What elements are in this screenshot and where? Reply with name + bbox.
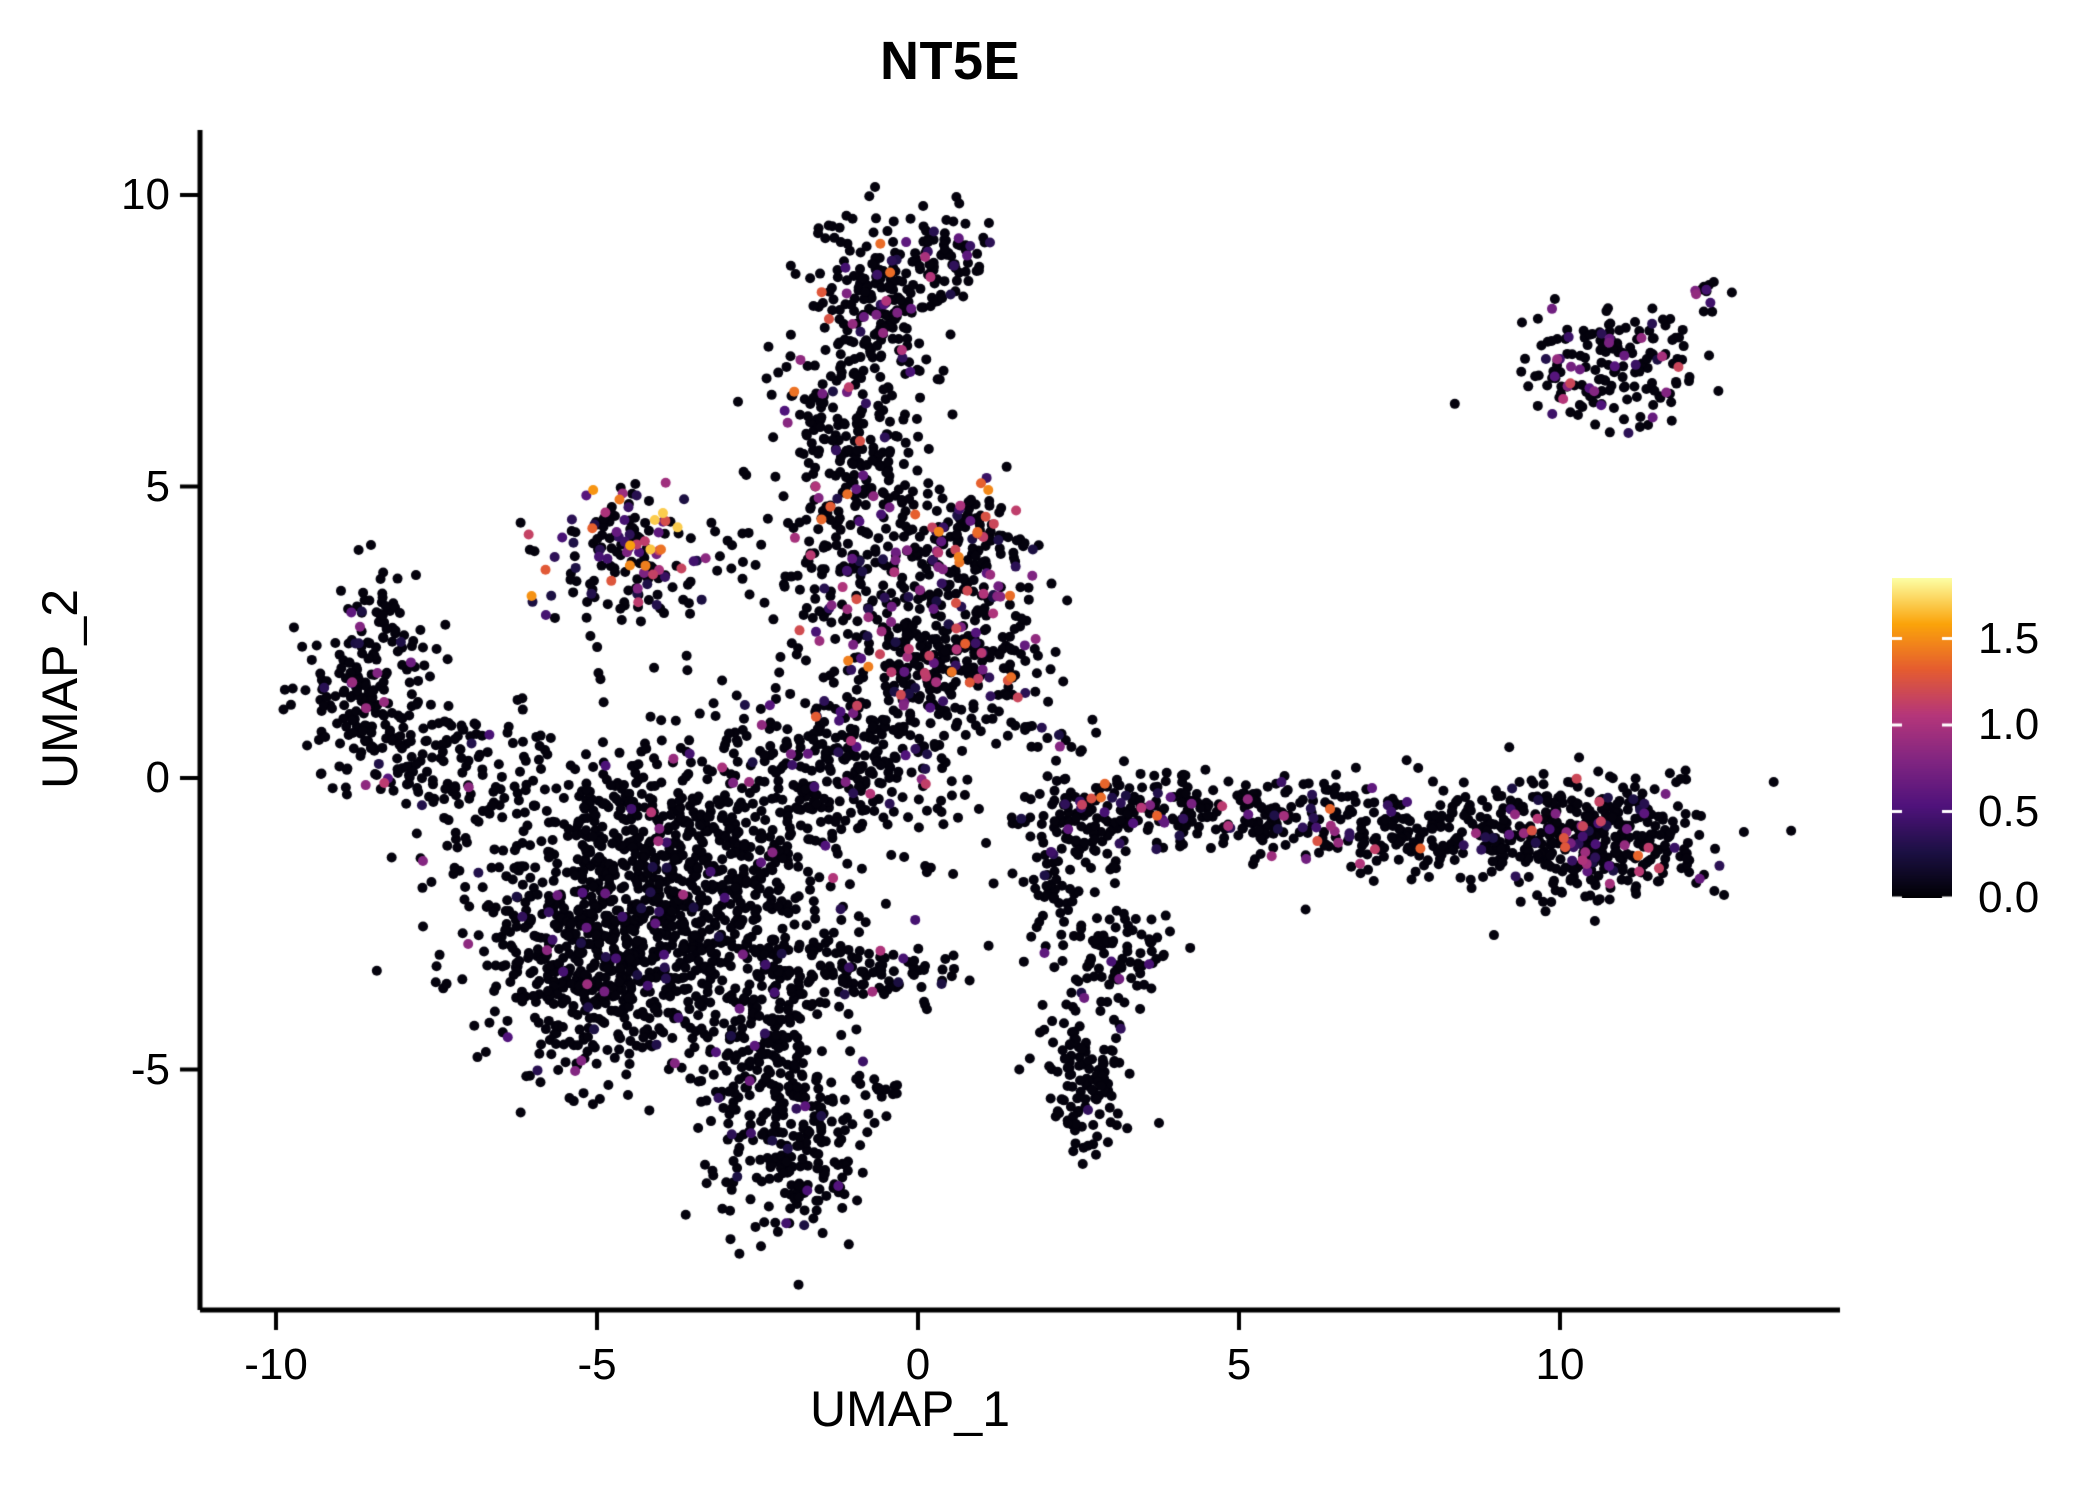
legend-tick-label: 0.5 <box>1978 786 2040 836</box>
legend-tick-label: 1.5 <box>1978 613 2040 663</box>
x-tick-label: -5 <box>577 1340 617 1389</box>
color-legend: 1.5 1.0 0.5 0.0 <box>1892 578 2100 922</box>
x-tick-label: 5 <box>1226 1340 1252 1389</box>
color-legend-gradient <box>1892 578 1952 898</box>
y-axis-title: UMAP_2 <box>32 588 88 790</box>
y-tick-label: 5 <box>145 461 170 511</box>
legend-tick-label: 1.0 <box>1978 700 2040 750</box>
legend-tick-label: 0.0 <box>1978 873 2040 922</box>
y-tick-label: -5 <box>130 1044 170 1094</box>
y-tick-label: 0 <box>145 753 170 802</box>
y-tick-label: 10 <box>121 170 170 219</box>
x-tick-label: 0 <box>905 1340 931 1389</box>
x-tick-label: -10 <box>244 1340 308 1389</box>
x-axis-title: UMAP_1 <box>809 1381 1011 1437</box>
x-tick-label: 10 <box>1535 1340 1585 1389</box>
